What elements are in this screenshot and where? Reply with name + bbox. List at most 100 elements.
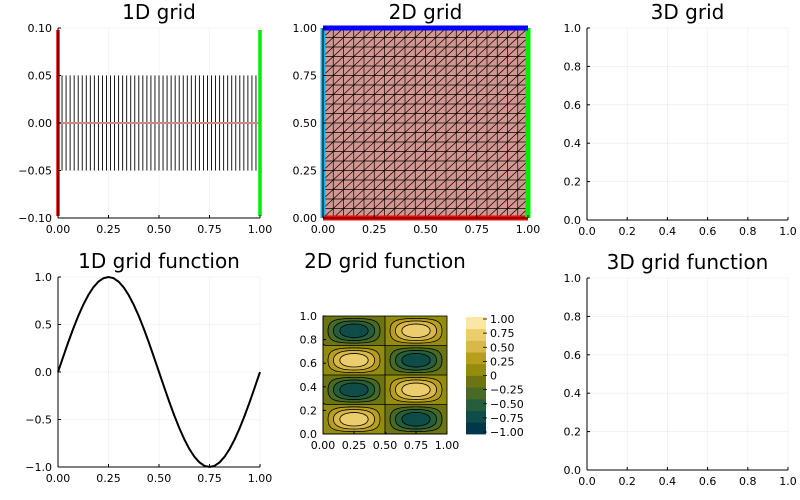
contour-cell xyxy=(363,408,366,411)
contour-cell xyxy=(388,321,390,324)
contour-cell xyxy=(395,339,398,342)
contour-cell xyxy=(364,423,367,426)
contour-cell xyxy=(354,354,356,357)
contour-cell xyxy=(344,324,347,327)
contour-cell xyxy=(374,395,377,398)
contour-cell xyxy=(332,405,335,408)
contour-cell xyxy=(343,403,346,405)
contour-cell xyxy=(323,366,325,368)
contour-cell xyxy=(374,345,377,348)
contour-cell xyxy=(383,398,386,401)
contour-cell xyxy=(405,351,408,354)
contour-cell xyxy=(392,372,395,374)
contour-cell xyxy=(391,321,394,324)
contour-cell xyxy=(400,389,403,392)
contour-cell xyxy=(343,360,346,363)
contour-cell xyxy=(326,369,328,371)
contour-cell xyxy=(375,358,378,361)
contour-cell xyxy=(338,332,341,335)
contour-cell xyxy=(329,422,332,425)
contour-cell xyxy=(389,332,392,335)
contour-cell xyxy=(346,372,349,374)
contour-cell xyxy=(395,330,398,333)
contour-cell xyxy=(391,361,394,364)
contour-cell xyxy=(394,432,397,435)
contour-cell xyxy=(380,425,383,427)
contour-cell xyxy=(400,401,403,404)
contour-cell xyxy=(386,361,389,364)
contour-cell xyxy=(340,431,342,433)
contour-cell xyxy=(361,404,364,407)
contour-cell xyxy=(394,336,397,339)
contour-cell xyxy=(406,389,409,392)
contour-cell xyxy=(386,372,389,374)
contour-cell xyxy=(324,425,327,427)
contour-cell xyxy=(398,352,401,355)
contour-cell xyxy=(383,411,386,414)
contour-cell xyxy=(380,416,383,419)
contour-cell xyxy=(381,349,384,352)
contour-cell xyxy=(374,324,377,327)
contour-cell xyxy=(324,398,327,401)
contour-cell xyxy=(372,372,375,374)
contour-cell xyxy=(340,389,342,392)
contour-cell xyxy=(405,392,408,395)
contour-cell xyxy=(394,373,397,376)
contour-cell xyxy=(324,405,327,408)
contour-cell xyxy=(352,367,355,370)
contour-cell xyxy=(357,391,359,394)
contour-cell xyxy=(324,410,327,413)
contour-cell xyxy=(364,417,367,420)
contour-cell xyxy=(412,330,415,333)
contour-cell xyxy=(403,407,406,410)
contour-cell xyxy=(388,355,390,358)
contour-cell xyxy=(408,382,411,385)
contour-cell xyxy=(330,370,333,373)
contour-cell xyxy=(349,330,352,333)
contour-cell xyxy=(338,361,341,364)
contour-cell xyxy=(346,373,349,376)
contour-cell xyxy=(349,404,352,407)
contour-cell xyxy=(336,333,339,336)
contour-cell xyxy=(372,413,375,416)
contour-cell xyxy=(372,327,375,330)
subplot-1: 0.00 0.25 0.50 0.75 1.000.000.250.500.751.00… xyxy=(293,0,541,236)
contour-cell xyxy=(336,349,339,352)
contour-cell xyxy=(391,392,394,395)
contour-cell xyxy=(406,324,409,327)
contour-cell xyxy=(336,410,339,413)
contour-cell xyxy=(412,332,415,335)
contour-cell xyxy=(392,357,395,360)
contour-cell xyxy=(333,398,336,401)
contour-cell xyxy=(335,413,338,416)
contour-cell xyxy=(414,360,417,363)
contour-cell xyxy=(374,332,377,335)
contour-cell xyxy=(411,358,414,361)
contour-cell xyxy=(403,323,406,326)
contour-cell xyxy=(335,321,338,324)
contour-cell xyxy=(371,403,373,405)
contour-cell xyxy=(367,376,370,379)
contour-cell xyxy=(326,432,328,435)
contour-cell xyxy=(403,317,406,320)
contour-cell xyxy=(363,329,366,332)
contour-cell xyxy=(402,382,404,385)
contour-cell xyxy=(341,370,344,373)
contour-cell xyxy=(350,370,353,373)
contour-cell xyxy=(392,377,395,380)
contour-cell xyxy=(369,379,372,382)
contour-cell xyxy=(350,383,353,386)
contour-cell xyxy=(323,395,325,398)
contour-cell xyxy=(354,375,356,377)
contour-cell xyxy=(352,397,355,399)
contour-cell xyxy=(392,422,395,425)
contour-cell xyxy=(375,395,378,398)
contour-cell xyxy=(392,382,395,385)
contour-cell xyxy=(352,420,355,423)
contour-cell xyxy=(381,423,384,426)
contour-cell xyxy=(323,342,325,345)
contour-cell xyxy=(326,317,328,320)
contour-cell xyxy=(409,342,412,345)
contour-cell xyxy=(358,385,361,388)
contour-cell xyxy=(323,321,325,324)
